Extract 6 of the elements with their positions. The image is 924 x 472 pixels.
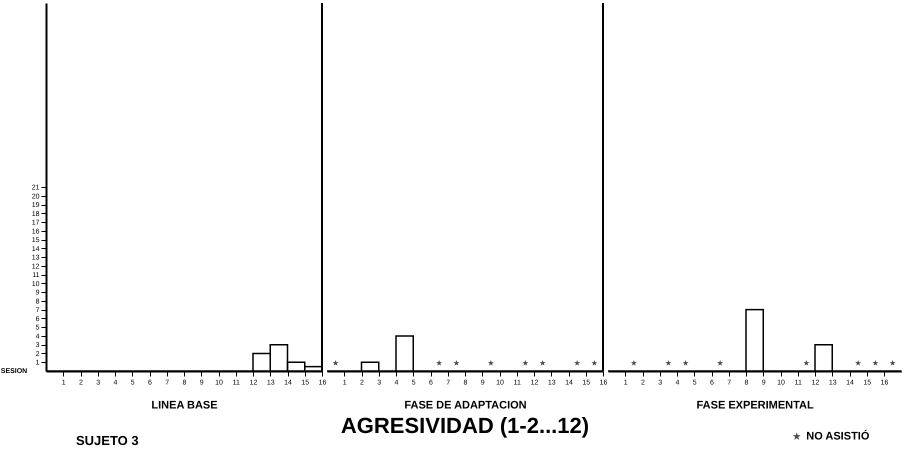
x-axis-title: FASE DE ADAPTACION bbox=[404, 400, 527, 412]
text: SUJETO 3 bbox=[76, 433, 139, 448]
legend-label: NO ASISTIÓ bbox=[806, 430, 870, 442]
text: AGRESIVIDAD (1-2...12) bbox=[340, 413, 590, 438]
x-axis-title: LINEA BASE bbox=[151, 400, 218, 412]
x-axis-title: FASE EXPERIMENTAL bbox=[696, 400, 814, 412]
